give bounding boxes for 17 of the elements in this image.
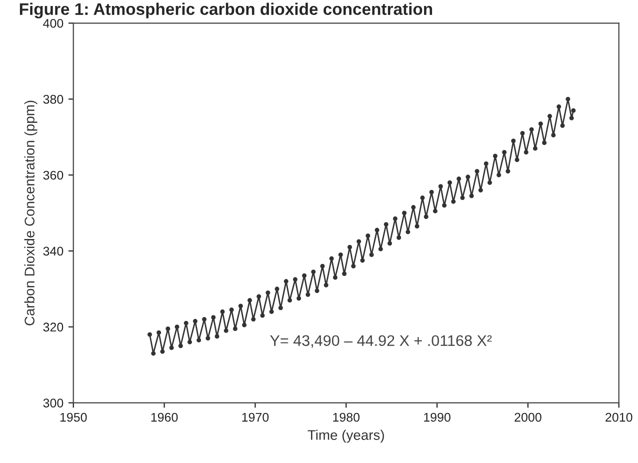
y-tick-label: 400 (43, 18, 64, 28)
x-tick-label: 1950 (60, 412, 87, 422)
y-tick-label: 380 (43, 94, 64, 104)
y-tick-label: 340 (43, 246, 64, 256)
x-tick-label: 2000 (514, 412, 542, 422)
x-tick-label: 2010 (606, 412, 632, 422)
chart-title: Figure 1: Atmospheric carbon dioxide concentration (20, 2, 432, 18)
y-tick-label: 360 (43, 170, 64, 180)
y-tick-label: 320 (43, 322, 64, 332)
x-tick-label: 1990 (424, 412, 450, 422)
y-axis-title: Carbon Dioxide Concentration (ppm) (24, 100, 38, 326)
x-axis-title: Time (years) (308, 430, 384, 443)
annotation: Y= 43,490 – 44.92 X + .01168 X² (270, 335, 492, 348)
x-tick-label: 1980 (333, 412, 360, 422)
y-tick-label: 300 (43, 398, 64, 408)
x-tick-label: 1970 (242, 412, 269, 422)
x-tick-label: 1960 (151, 412, 178, 422)
